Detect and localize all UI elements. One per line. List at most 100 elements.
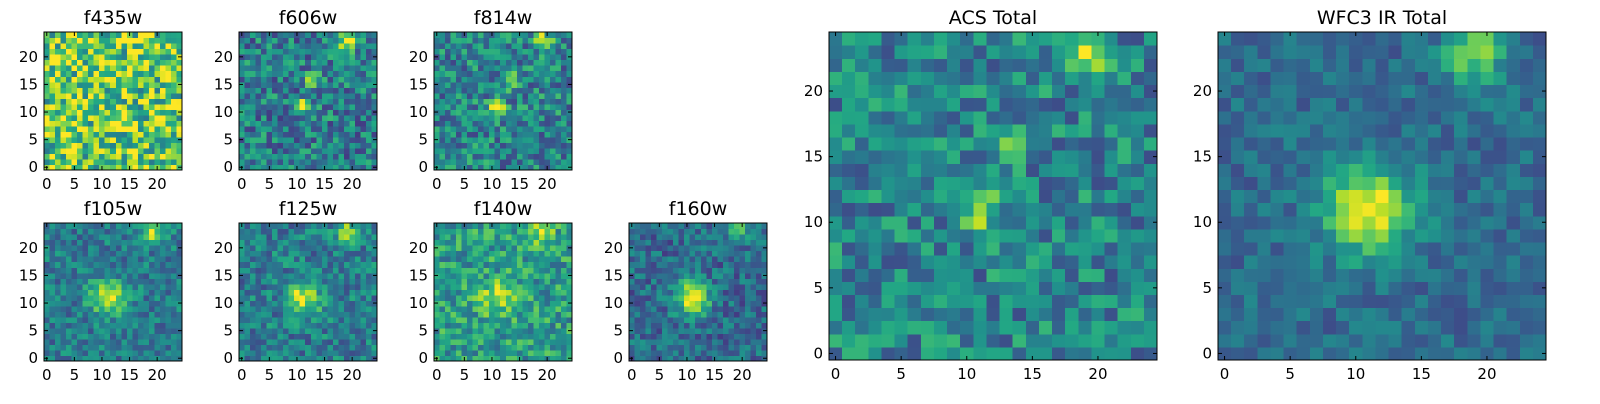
heatmap-cell — [855, 163, 869, 177]
heatmap-cell — [511, 76, 517, 82]
heatmap-cell — [695, 311, 701, 317]
heatmap-cell — [528, 71, 534, 77]
heatmap-cell — [456, 284, 462, 290]
heatmap-cell — [462, 278, 468, 284]
heatmap-cell — [360, 278, 366, 284]
heatmap-cell — [500, 344, 506, 350]
heatmap-cell — [127, 76, 133, 82]
heatmap-cell — [44, 333, 50, 339]
heatmap-cell — [149, 32, 155, 38]
heatmap-cell — [239, 131, 245, 137]
heatmap-cell — [673, 344, 679, 350]
heatmap-cell — [83, 339, 89, 345]
heatmap-cell — [289, 142, 295, 148]
heatmap-cell — [462, 311, 468, 317]
heatmap-cell — [528, 38, 534, 44]
heatmap-cell — [561, 339, 567, 345]
y-tick-label: 20 — [409, 48, 428, 66]
heatmap-cell — [116, 38, 122, 44]
heatmap-cell — [245, 245, 251, 251]
heatmap-cell — [908, 294, 922, 308]
heatmap-cell — [495, 98, 501, 104]
heatmap-cell — [1144, 242, 1158, 256]
heatmap-cell — [555, 245, 561, 251]
heatmap-cell — [355, 295, 361, 301]
heatmap-cell — [456, 93, 462, 99]
heatmap-cell — [132, 115, 138, 121]
heatmap-cell — [154, 328, 160, 334]
heatmap-cell — [149, 256, 155, 262]
heatmap-cell — [445, 104, 451, 110]
heatmap-cell — [500, 87, 506, 93]
heatmap-cell — [528, 322, 534, 328]
heatmap-cell — [434, 284, 440, 290]
heatmap-cell — [511, 137, 517, 143]
heatmap-cell — [717, 311, 723, 317]
heatmap-cell — [478, 328, 484, 334]
heatmap-cell — [316, 328, 322, 334]
heatmap-cell — [679, 284, 685, 290]
heatmap-cell — [517, 284, 523, 290]
heatmap-cell — [171, 38, 177, 44]
heatmap-cell — [132, 339, 138, 345]
heatmap-cell — [165, 104, 171, 110]
heatmap-cell — [272, 333, 278, 339]
heatmap-cell — [72, 322, 78, 328]
heatmap-cell — [478, 104, 484, 110]
heatmap-cell — [267, 245, 273, 251]
heatmap-cell — [478, 142, 484, 148]
heatmap-cell — [533, 115, 539, 121]
heatmap-cell — [456, 240, 462, 246]
heatmap-cell — [467, 49, 473, 55]
heatmap-cell — [294, 148, 300, 154]
heatmap-cell — [94, 76, 100, 82]
heatmap-cell — [506, 278, 512, 284]
heatmap-cell — [528, 306, 534, 312]
heatmap-cell — [717, 240, 723, 246]
heatmap-cell — [338, 38, 344, 44]
heatmap-cell — [289, 49, 295, 55]
heatmap-cell — [478, 273, 484, 279]
heatmap-cell — [110, 311, 116, 317]
heatmap-cell — [440, 87, 446, 93]
heatmap-cell — [316, 54, 322, 60]
heatmap-cell — [467, 54, 473, 60]
heatmap-cell — [305, 65, 311, 71]
heatmap-cell — [99, 317, 105, 323]
heatmap-cell — [533, 229, 539, 235]
heatmap-cell — [555, 38, 561, 44]
heatmap-cell — [160, 131, 166, 137]
heatmap-cell — [629, 251, 635, 257]
heatmap-cell — [55, 273, 61, 279]
heatmap-cell — [522, 82, 528, 88]
heatmap-cell — [72, 251, 78, 257]
heatmap-cell — [690, 267, 696, 273]
heatmap-cell — [640, 284, 646, 290]
heatmap-cell — [750, 262, 756, 268]
heatmap-cell — [484, 131, 490, 137]
heatmap-cell — [561, 240, 567, 246]
heatmap-cell — [456, 120, 462, 126]
heatmap-cell — [77, 109, 83, 115]
heatmap-cell — [245, 49, 251, 55]
heatmap-cell — [116, 87, 122, 93]
heatmap-cell — [360, 131, 366, 137]
heatmap-cell — [734, 223, 740, 229]
heatmap-cell — [1078, 347, 1092, 361]
heatmap-cell — [495, 344, 501, 350]
heatmap-cell — [706, 273, 712, 279]
heatmap-cell — [528, 93, 534, 99]
heatmap-cell — [239, 322, 245, 328]
heatmap-cell — [662, 284, 668, 290]
heatmap-cell — [160, 38, 166, 44]
heatmap-cell — [127, 49, 133, 55]
heatmap-cell — [366, 159, 372, 165]
heatmap-cell — [533, 284, 539, 290]
heatmap-cell — [261, 87, 267, 93]
heatmap-cell — [77, 120, 83, 126]
heatmap-cell — [745, 339, 751, 345]
heatmap-cell — [132, 311, 138, 317]
heatmap-cell — [679, 317, 685, 323]
heatmap-cell — [278, 311, 284, 317]
heatmap-cell — [355, 240, 361, 246]
